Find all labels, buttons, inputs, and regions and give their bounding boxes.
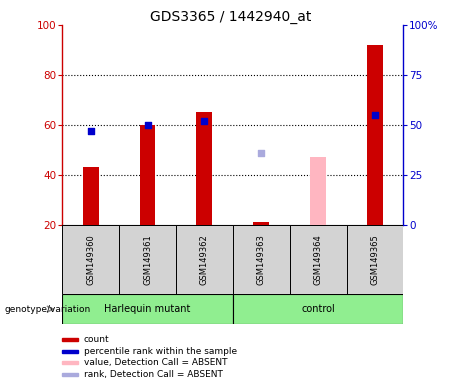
Bar bbox=[310, 157, 326, 225]
Bar bbox=[62, 361, 78, 364]
Bar bbox=[196, 113, 213, 225]
Bar bbox=[62, 294, 233, 324]
Point bbox=[371, 112, 378, 118]
Text: GSM149362: GSM149362 bbox=[200, 234, 209, 285]
Bar bbox=[140, 125, 155, 225]
Bar bbox=[62, 225, 119, 294]
Bar bbox=[62, 338, 78, 341]
Text: GSM149365: GSM149365 bbox=[371, 234, 379, 285]
Text: GSM149364: GSM149364 bbox=[313, 234, 323, 285]
Bar bbox=[253, 222, 269, 225]
Text: control: control bbox=[301, 304, 335, 314]
Bar bbox=[62, 373, 78, 376]
Text: Harlequin mutant: Harlequin mutant bbox=[104, 304, 191, 314]
Text: GDS3365 / 1442940_at: GDS3365 / 1442940_at bbox=[150, 10, 311, 23]
Point bbox=[258, 150, 265, 156]
Bar bbox=[233, 225, 290, 294]
Text: GSM149360: GSM149360 bbox=[86, 234, 95, 285]
Bar bbox=[233, 294, 403, 324]
Text: percentile rank within the sample: percentile rank within the sample bbox=[84, 347, 237, 356]
Text: GSM149363: GSM149363 bbox=[257, 234, 266, 285]
Bar bbox=[176, 225, 233, 294]
Bar bbox=[347, 225, 403, 294]
Text: value, Detection Call = ABSENT: value, Detection Call = ABSENT bbox=[84, 358, 227, 367]
Point bbox=[144, 122, 151, 128]
Bar bbox=[62, 350, 78, 353]
Bar bbox=[119, 225, 176, 294]
Bar bbox=[367, 45, 383, 225]
Text: rank, Detection Call = ABSENT: rank, Detection Call = ABSENT bbox=[84, 370, 223, 379]
Bar bbox=[290, 225, 347, 294]
Text: count: count bbox=[84, 335, 109, 344]
Text: genotype/variation: genotype/variation bbox=[5, 305, 91, 314]
Bar bbox=[83, 167, 99, 225]
Point bbox=[87, 128, 95, 134]
Point bbox=[201, 118, 208, 124]
Text: GSM149361: GSM149361 bbox=[143, 234, 152, 285]
